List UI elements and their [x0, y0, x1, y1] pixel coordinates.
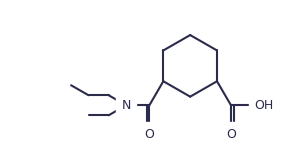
Text: O: O: [144, 128, 154, 141]
Text: O: O: [226, 128, 236, 141]
Text: OH: OH: [254, 99, 274, 112]
Text: N: N: [122, 99, 131, 112]
